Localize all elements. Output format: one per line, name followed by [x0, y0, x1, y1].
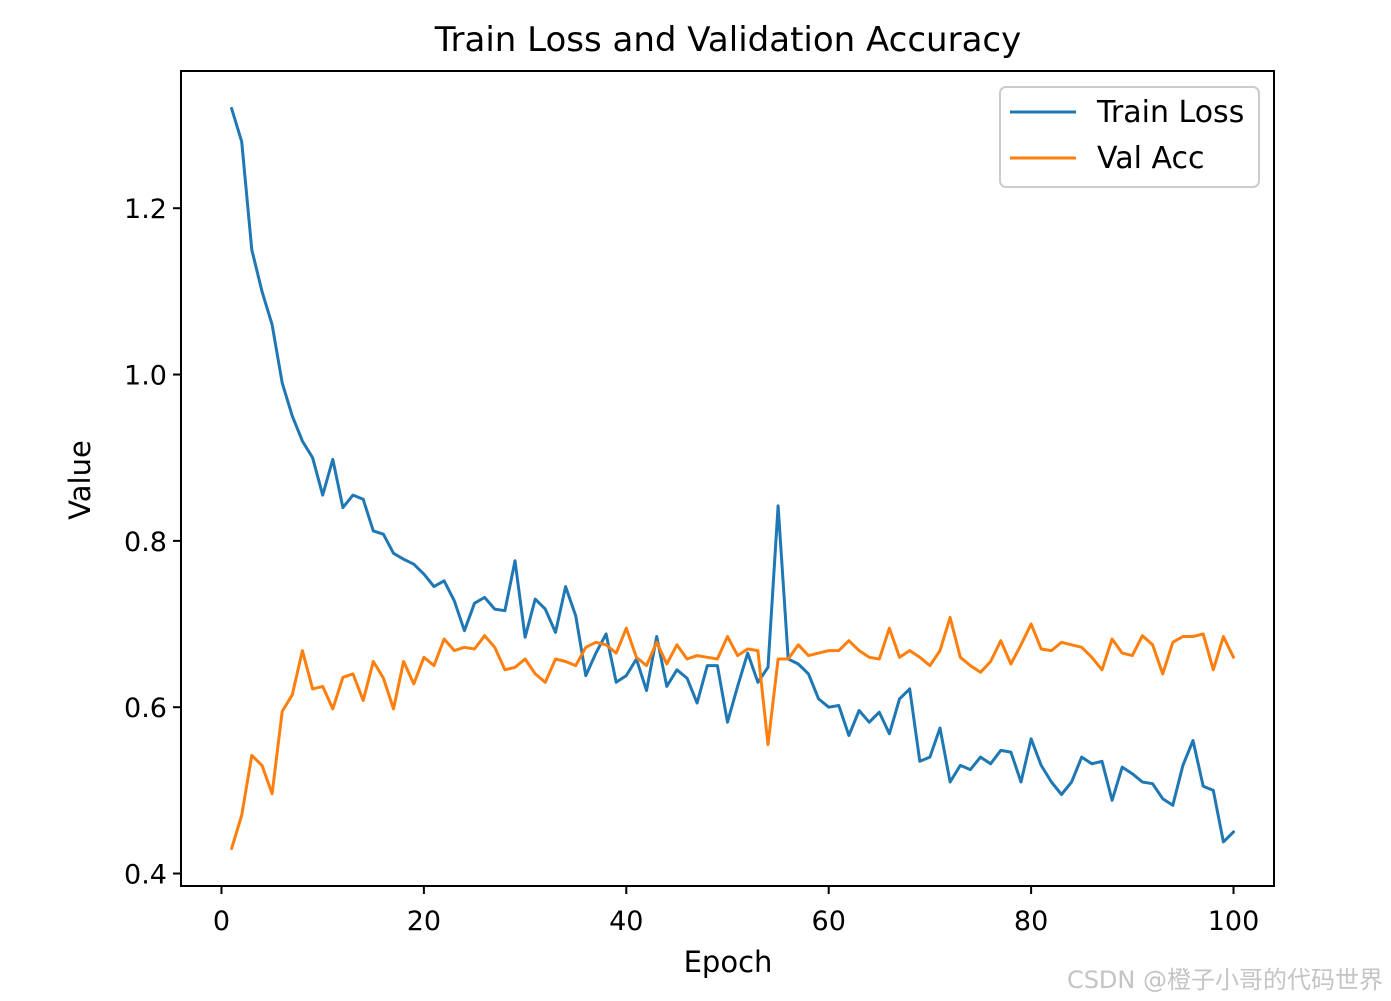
legend-label-train-loss: Train Loss [1096, 95, 1244, 130]
x-tick-label: 100 [1208, 906, 1260, 937]
x-tick-label: 60 [812, 906, 846, 937]
x-tick-label: 80 [1014, 906, 1048, 937]
x-axis-label: Epoch [684, 945, 773, 979]
series-line-val-acc [230, 615, 1235, 851]
series-lines [230, 106, 1235, 851]
y-tick-label: 1.0 [124, 361, 167, 392]
legend-label-val-acc: Val Acc [1097, 141, 1204, 176]
x-tick-label: 0 [213, 906, 230, 937]
y-tick-label: 0.6 [124, 693, 167, 724]
x-axis: 0 20 40 60 80 100 [213, 886, 1259, 937]
y-tick-label: 1.2 [124, 194, 167, 225]
y-axis: 0.4 0.6 0.8 1.0 1.2 [124, 194, 181, 891]
y-tick-label: 0.8 [124, 527, 167, 558]
watermark: CSDN @橙子小哥的代码世界 [1066, 966, 1383, 994]
x-tick-label: 40 [609, 906, 643, 937]
y-tick-label: 0.4 [124, 860, 167, 891]
series-line-train-loss [230, 106, 1235, 844]
x-tick-label: 20 [407, 906, 441, 937]
legend: Train Loss Val Acc [999, 86, 1260, 188]
chart-title: Train Loss and Validation Accuracy [434, 20, 1021, 60]
y-axis-label: Value [63, 440, 97, 520]
plot-area [180, 70, 1275, 887]
